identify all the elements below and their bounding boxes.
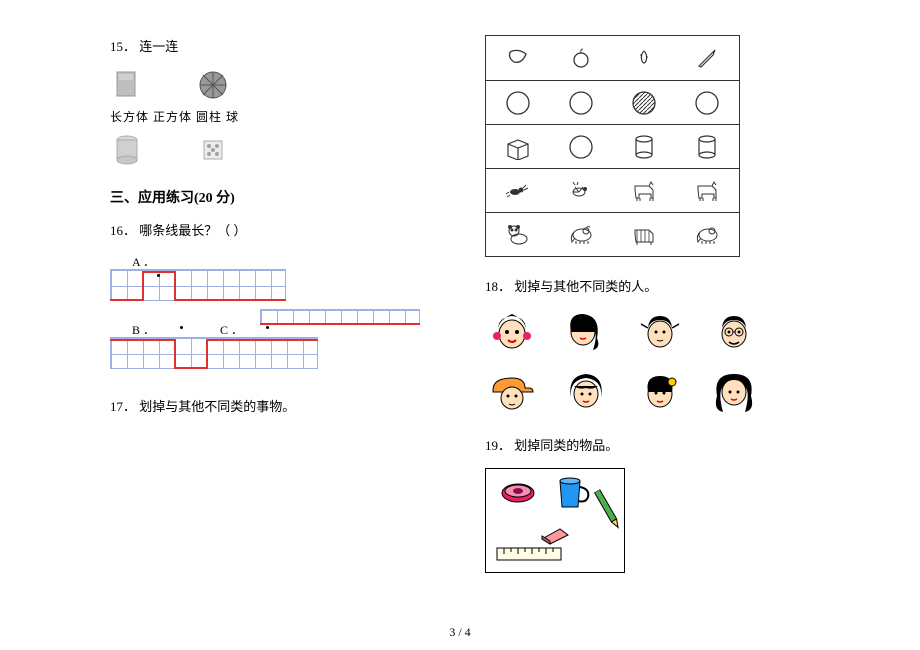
dice-icon (196, 133, 230, 167)
dot-b (180, 326, 183, 329)
book-icon (110, 68, 144, 102)
q15-text: 连一连 (139, 39, 178, 54)
q17-cell (613, 81, 676, 124)
line-a-seg2 (142, 271, 144, 301)
q16-num: 16． (110, 223, 136, 238)
q17-num: 17． (110, 399, 136, 414)
q17: 17． 划掉与其他不同类的事物。 (110, 395, 435, 418)
line-b-seg2 (174, 339, 176, 369)
q17-cell (486, 169, 549, 212)
q17-cell (613, 36, 676, 80)
q15-num: 15． (110, 39, 136, 54)
line-c (260, 323, 420, 325)
right-column: 18． 划掉与其他不同类的人。 (485, 35, 810, 573)
line-b-seg5 (206, 339, 318, 341)
q15-labels: 长方体 正方体 圆柱 球 (110, 108, 435, 125)
label-b: B ． (132, 321, 155, 338)
q17-text: 划掉与其他不同类的事物。 (139, 399, 295, 414)
line-a-seg4 (174, 271, 176, 301)
line-a-seg1 (110, 299, 142, 301)
line-b-seg3 (174, 367, 206, 369)
line-b-seg4 (206, 339, 208, 369)
line-a-seg5 (174, 299, 286, 301)
label-c: C ． (220, 321, 243, 338)
basketball-icon (196, 68, 230, 102)
line-b-seg1 (110, 339, 174, 341)
q17-row-4 (486, 212, 739, 256)
face-icon (559, 308, 613, 356)
q19-box (485, 468, 625, 573)
q17-cell (613, 125, 676, 168)
section3-title: 三、应用练习(20 分) (110, 187, 435, 207)
pencil-icon (593, 488, 624, 531)
page: 15． 连一连 长方体 正方体 圆柱 球 三、应用练习(20 分) 16． 哪条… (0, 0, 920, 593)
q17-cell (613, 169, 676, 212)
q17-cell (676, 213, 739, 256)
face-icon (559, 368, 613, 416)
q17-row-3 (486, 168, 739, 212)
q17-cell (549, 213, 612, 256)
q15-row1 (110, 68, 435, 102)
q17-cell (676, 125, 739, 168)
face-icon (633, 308, 687, 356)
q18-num: 18． (485, 279, 511, 294)
q17-cell (613, 213, 676, 256)
q16-text: 哪条线最长？（ ） (139, 223, 246, 238)
face-icon (485, 368, 539, 416)
q15-row2 (110, 133, 435, 167)
can-icon (110, 133, 144, 167)
q17-row-0 (486, 36, 739, 80)
q19-num: 19． (485, 438, 511, 453)
q17-grid (485, 35, 740, 257)
q18: 18． 划掉与其他不同类的人。 (485, 275, 810, 298)
q17-cell (676, 169, 739, 212)
q17-cell (549, 125, 612, 168)
q17-cell (676, 81, 739, 124)
q17-row-1 (486, 80, 739, 124)
q19: 19． 划掉同类的物品。 (485, 434, 810, 457)
q18-text: 划掉与其他不同类的人。 (514, 279, 657, 294)
grid-b (110, 337, 318, 369)
sharpener-icon (500, 481, 536, 505)
face-icon (633, 368, 687, 416)
q17-cell (486, 81, 549, 124)
q17-cell (486, 125, 549, 168)
q18-faces (485, 308, 765, 416)
face-icon (485, 308, 539, 356)
q17-cell (486, 36, 549, 80)
q16: 16． 哪条线最长？（ ） (110, 219, 435, 242)
q17-cell (549, 81, 612, 124)
page-number: 3 / 4 (0, 625, 920, 640)
grid-a (110, 269, 286, 301)
q16-diagram: A ． B ． C ． (110, 253, 420, 383)
face-icon (707, 308, 761, 356)
dot-a (157, 274, 160, 277)
ruler-icon (496, 547, 562, 561)
q17-cell (486, 213, 549, 256)
eraser-icon (540, 527, 570, 545)
line-a-seg3 (142, 271, 174, 273)
q17-cell (549, 36, 612, 80)
q19-text: 划掉同类的物品。 (514, 438, 618, 453)
left-column: 15． 连一连 长方体 正方体 圆柱 球 三、应用练习(20 分) 16． 哪条… (110, 35, 435, 573)
q17-row-2 (486, 124, 739, 168)
label-a: A ． (132, 253, 155, 270)
dot-c (266, 326, 269, 329)
cup-icon (552, 475, 590, 513)
face-icon (707, 368, 761, 416)
q15: 15． 连一连 (110, 35, 435, 58)
q17-cell (549, 169, 612, 212)
q17-cell (676, 36, 739, 80)
